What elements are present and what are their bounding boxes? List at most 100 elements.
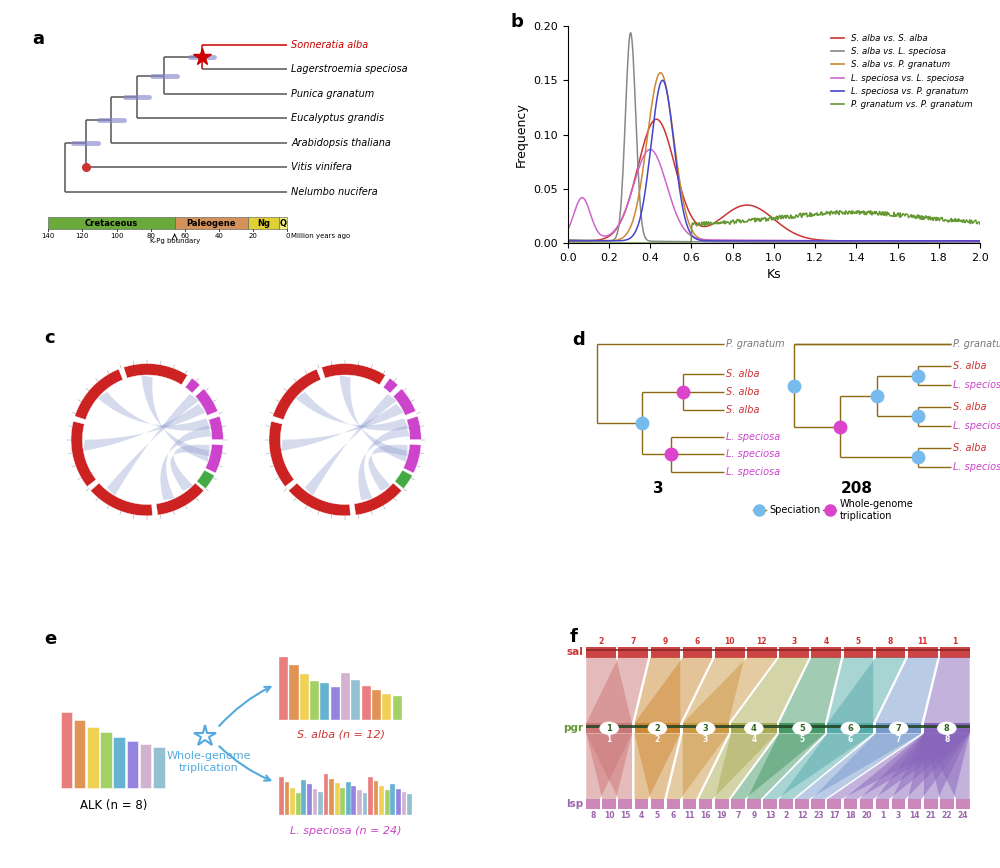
Text: L. speciosa: L. speciosa bbox=[953, 462, 1000, 471]
Polygon shape bbox=[779, 658, 841, 723]
FancyBboxPatch shape bbox=[667, 799, 680, 809]
Polygon shape bbox=[683, 658, 777, 723]
Polygon shape bbox=[876, 733, 970, 799]
Text: 2: 2 bbox=[598, 636, 604, 646]
Polygon shape bbox=[170, 444, 212, 493]
Polygon shape bbox=[71, 421, 96, 487]
Polygon shape bbox=[124, 364, 188, 385]
Polygon shape bbox=[273, 369, 321, 420]
Polygon shape bbox=[322, 364, 385, 385]
Text: Lagerstroemia speciosa: Lagerstroemia speciosa bbox=[291, 64, 408, 75]
FancyBboxPatch shape bbox=[844, 648, 873, 658]
FancyBboxPatch shape bbox=[779, 648, 809, 658]
Text: P. granatum: P. granatum bbox=[726, 339, 785, 350]
Bar bbox=[396, 789, 401, 815]
Bar bbox=[61, 712, 72, 788]
Text: Q: Q bbox=[280, 219, 287, 227]
Text: S. alba: S. alba bbox=[726, 404, 760, 415]
Polygon shape bbox=[699, 733, 777, 799]
Polygon shape bbox=[763, 733, 873, 799]
Bar bbox=[372, 690, 381, 720]
FancyBboxPatch shape bbox=[715, 799, 729, 809]
Polygon shape bbox=[296, 390, 409, 431]
Text: 22: 22 bbox=[942, 812, 952, 820]
Text: L. speciosa: L. speciosa bbox=[726, 467, 781, 477]
Text: 4: 4 bbox=[824, 636, 829, 646]
Bar bbox=[100, 733, 112, 788]
Polygon shape bbox=[908, 733, 970, 799]
Text: 7: 7 bbox=[631, 636, 636, 646]
Bar bbox=[74, 720, 85, 788]
X-axis label: Ks: Ks bbox=[767, 268, 781, 281]
Text: 21: 21 bbox=[925, 812, 936, 820]
Text: Speciation: Speciation bbox=[770, 505, 821, 515]
FancyBboxPatch shape bbox=[892, 799, 905, 809]
Bar bbox=[329, 779, 334, 815]
Bar bbox=[310, 681, 319, 720]
Polygon shape bbox=[635, 658, 712, 723]
FancyBboxPatch shape bbox=[763, 799, 777, 809]
FancyBboxPatch shape bbox=[651, 799, 664, 809]
Text: S. alba: S. alba bbox=[953, 402, 987, 412]
Polygon shape bbox=[269, 421, 294, 487]
Polygon shape bbox=[667, 733, 729, 799]
Text: 19: 19 bbox=[716, 812, 727, 820]
Text: 1: 1 bbox=[607, 735, 612, 745]
Text: 100: 100 bbox=[110, 233, 123, 239]
Polygon shape bbox=[91, 483, 152, 516]
Bar bbox=[313, 789, 317, 815]
FancyBboxPatch shape bbox=[683, 648, 712, 658]
FancyBboxPatch shape bbox=[827, 799, 841, 809]
Text: 5: 5 bbox=[800, 735, 805, 745]
Text: Whole-genome
triplication: Whole-genome triplication bbox=[840, 499, 914, 521]
Polygon shape bbox=[407, 416, 421, 440]
FancyBboxPatch shape bbox=[844, 799, 857, 809]
FancyBboxPatch shape bbox=[731, 723, 777, 733]
FancyBboxPatch shape bbox=[876, 799, 889, 809]
Polygon shape bbox=[860, 733, 970, 799]
Circle shape bbox=[600, 722, 618, 734]
Text: 16: 16 bbox=[700, 812, 711, 820]
Text: 12: 12 bbox=[757, 636, 767, 646]
Polygon shape bbox=[924, 733, 970, 799]
Polygon shape bbox=[811, 733, 921, 799]
Polygon shape bbox=[98, 390, 211, 431]
Text: 14: 14 bbox=[909, 812, 920, 820]
Text: 5: 5 bbox=[655, 812, 660, 820]
FancyBboxPatch shape bbox=[586, 723, 632, 733]
Bar bbox=[362, 686, 371, 720]
Bar bbox=[351, 680, 360, 720]
FancyBboxPatch shape bbox=[48, 217, 175, 229]
Text: 3: 3 bbox=[896, 812, 901, 820]
Text: L. speciosa: L. speciosa bbox=[726, 431, 781, 442]
Polygon shape bbox=[731, 658, 809, 723]
Legend: S. alba vs. S. alba, S. alba vs. L. speciosa, S. alba vs. P. granatum, L. specio: S. alba vs. S. alba, S. alba vs. L. spec… bbox=[827, 30, 976, 113]
Text: 1: 1 bbox=[606, 724, 612, 733]
Polygon shape bbox=[635, 658, 680, 723]
FancyBboxPatch shape bbox=[876, 648, 905, 658]
Y-axis label: Frequency: Frequency bbox=[515, 102, 528, 167]
Polygon shape bbox=[197, 470, 214, 489]
FancyBboxPatch shape bbox=[924, 799, 938, 809]
Text: 4: 4 bbox=[751, 724, 757, 733]
Bar bbox=[290, 788, 295, 815]
Text: 140: 140 bbox=[42, 233, 55, 239]
Text: 8: 8 bbox=[590, 812, 596, 820]
Bar bbox=[392, 696, 402, 720]
Bar bbox=[390, 785, 395, 815]
Polygon shape bbox=[209, 416, 223, 440]
Polygon shape bbox=[358, 425, 410, 503]
Text: 5: 5 bbox=[799, 724, 805, 733]
Text: 10: 10 bbox=[724, 636, 735, 646]
Text: 1: 1 bbox=[880, 812, 885, 820]
Text: 6: 6 bbox=[695, 636, 700, 646]
Bar bbox=[153, 747, 165, 788]
FancyBboxPatch shape bbox=[635, 799, 648, 809]
Text: Punica granatum: Punica granatum bbox=[291, 89, 375, 99]
Bar bbox=[385, 790, 390, 815]
Polygon shape bbox=[876, 658, 938, 723]
Text: 208: 208 bbox=[840, 481, 872, 496]
Bar bbox=[363, 793, 367, 815]
Polygon shape bbox=[280, 403, 404, 451]
Circle shape bbox=[938, 722, 956, 734]
